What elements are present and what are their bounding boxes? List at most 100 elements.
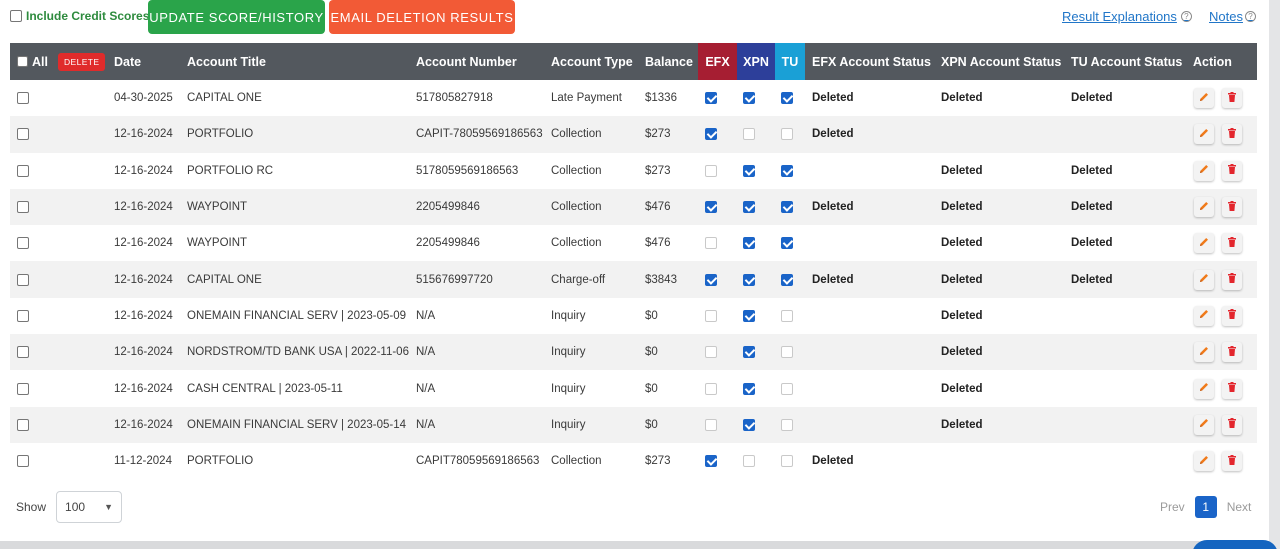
delete-button[interactable] xyxy=(1222,124,1242,145)
row-select-checkbox[interactable] xyxy=(17,273,29,286)
header-date[interactable]: Date xyxy=(114,54,142,69)
efx-checkbox[interactable] xyxy=(705,309,717,322)
efx-checkbox[interactable] xyxy=(705,346,717,359)
efx-checkbox[interactable] xyxy=(705,201,717,214)
tu-checkbox[interactable] xyxy=(781,418,793,431)
tu-status-cell: Deleted xyxy=(1071,92,1113,105)
efx-checkbox[interactable] xyxy=(705,455,717,468)
xpn-checkbox[interactable] xyxy=(743,128,755,141)
tu-checkbox[interactable] xyxy=(781,455,793,468)
xpn-checkbox[interactable] xyxy=(743,92,755,105)
xpn-checkbox[interactable] xyxy=(743,273,755,286)
header-tu[interactable]: TU xyxy=(775,43,805,80)
table-row: 12-16-2024 WAYPOINT 2205499846 Collection $4… xyxy=(10,188,1257,226)
efx-checkbox[interactable] xyxy=(705,237,717,250)
edit-button[interactable] xyxy=(1194,233,1214,254)
scrollbar[interactable] xyxy=(1269,0,1280,549)
tu-checkbox[interactable] xyxy=(781,382,793,395)
delete-button[interactable] xyxy=(1222,160,1242,181)
account-title-cell: NORDSTROM/TD BANK USA | 2022-11-06 xyxy=(187,346,409,359)
header-efx-status[interactable]: EFX Account Status xyxy=(812,54,931,69)
action-cell xyxy=(1194,153,1242,189)
header-account-type[interactable]: Account Type xyxy=(551,54,633,69)
delete-button[interactable] xyxy=(1222,233,1242,254)
header-tu-status[interactable]: TU Account Status xyxy=(1071,54,1183,69)
xpn-checkbox[interactable] xyxy=(743,309,755,322)
include-credit-scores-toggle[interactable]: Include Credit Scores xyxy=(10,9,149,23)
chat-widget-button[interactable] xyxy=(1192,540,1278,549)
efx-checkbox[interactable] xyxy=(705,382,717,395)
edit-button[interactable] xyxy=(1194,160,1214,181)
header-xpn-status[interactable]: XPN Account Status xyxy=(941,54,1062,69)
delete-button[interactable] xyxy=(1222,269,1242,290)
efx-checkbox[interactable] xyxy=(705,128,717,141)
delete-selected-button[interactable]: DELETE xyxy=(57,52,106,71)
page-1-button[interactable]: 1 xyxy=(1194,496,1217,518)
tu-checkbox[interactable] xyxy=(781,128,793,141)
row-select-checkbox[interactable] xyxy=(17,128,29,141)
edit-button[interactable] xyxy=(1194,342,1214,363)
row-select-checkbox[interactable] xyxy=(17,309,29,322)
row-select-checkbox[interactable] xyxy=(17,346,29,359)
trash-icon xyxy=(1226,272,1238,287)
xpn-checkbox[interactable] xyxy=(743,237,755,250)
header-xpn[interactable]: XPN xyxy=(737,43,775,80)
edit-button[interactable] xyxy=(1194,269,1214,290)
row-select-checkbox[interactable] xyxy=(17,92,29,105)
date-cell: 12-16-2024 xyxy=(114,128,173,141)
delete-button[interactable] xyxy=(1222,197,1242,218)
xpn-checkbox[interactable] xyxy=(743,418,755,431)
header-efx[interactable]: EFX xyxy=(698,43,737,80)
row-select-checkbox[interactable] xyxy=(17,164,29,177)
tu-checkbox[interactable] xyxy=(781,309,793,322)
delete-button[interactable] xyxy=(1222,414,1242,435)
efx-checkbox[interactable] xyxy=(705,92,717,105)
update-score-history-button[interactable]: UPDATE SCORE/HISTORY xyxy=(148,0,325,34)
xpn-checkbox[interactable] xyxy=(743,201,755,214)
efx-checkbox[interactable] xyxy=(705,418,717,431)
edit-button[interactable] xyxy=(1194,451,1214,472)
delete-button[interactable] xyxy=(1222,305,1242,326)
tu-checkbox[interactable] xyxy=(781,273,793,286)
edit-button[interactable] xyxy=(1194,88,1214,109)
xpn-checkbox[interactable] xyxy=(743,346,755,359)
xpn-checkbox[interactable] xyxy=(743,455,755,468)
row-select-checkbox[interactable] xyxy=(17,237,29,250)
tu-checkbox[interactable] xyxy=(781,237,793,250)
tu-checkbox[interactable] xyxy=(781,346,793,359)
row-select-checkbox[interactable] xyxy=(17,418,29,431)
edit-button[interactable] xyxy=(1194,124,1214,145)
prev-page-button[interactable]: Prev xyxy=(1160,500,1185,514)
email-deletion-results-button[interactable]: EMAIL DELETION RESULTS xyxy=(329,0,515,34)
account-number-cell: 515676997720 xyxy=(416,273,493,286)
result-explanations-link[interactable]: Result Explanations ? xyxy=(1062,9,1192,24)
edit-button[interactable] xyxy=(1194,414,1214,435)
tu-checkbox[interactable] xyxy=(781,164,793,177)
include-credit-scores-checkbox[interactable] xyxy=(10,10,22,22)
header-balance[interactable]: Balance xyxy=(645,54,693,69)
delete-button[interactable] xyxy=(1222,451,1242,472)
efx-checkbox[interactable] xyxy=(705,164,717,177)
delete-button[interactable] xyxy=(1222,378,1242,399)
row-select-checkbox[interactable] xyxy=(17,382,29,395)
header-account-title[interactable]: Account Title xyxy=(187,54,266,69)
row-select-checkbox[interactable] xyxy=(17,455,29,468)
xpn-checkbox[interactable] xyxy=(743,382,755,395)
select-all-checkbox[interactable] xyxy=(17,56,28,67)
xpn-cell xyxy=(743,443,755,479)
next-page-button[interactable]: Next xyxy=(1226,500,1252,514)
xpn-checkbox[interactable] xyxy=(743,164,755,177)
edit-button[interactable] xyxy=(1194,378,1214,399)
delete-button[interactable] xyxy=(1222,342,1242,363)
page-size-select[interactable]: 100 ▼ xyxy=(56,491,123,523)
edit-button[interactable] xyxy=(1194,197,1214,218)
row-select-checkbox[interactable] xyxy=(17,201,29,214)
header-account-number[interactable]: Account Number xyxy=(416,54,517,69)
account-number-cell: 2205499846 xyxy=(416,237,480,250)
edit-button[interactable] xyxy=(1194,305,1214,326)
tu-checkbox[interactable] xyxy=(781,92,793,105)
delete-button[interactable] xyxy=(1222,88,1242,109)
tu-checkbox[interactable] xyxy=(781,201,793,214)
efx-checkbox[interactable] xyxy=(705,273,717,286)
notes-link[interactable]: Notes ? xyxy=(1209,9,1256,24)
